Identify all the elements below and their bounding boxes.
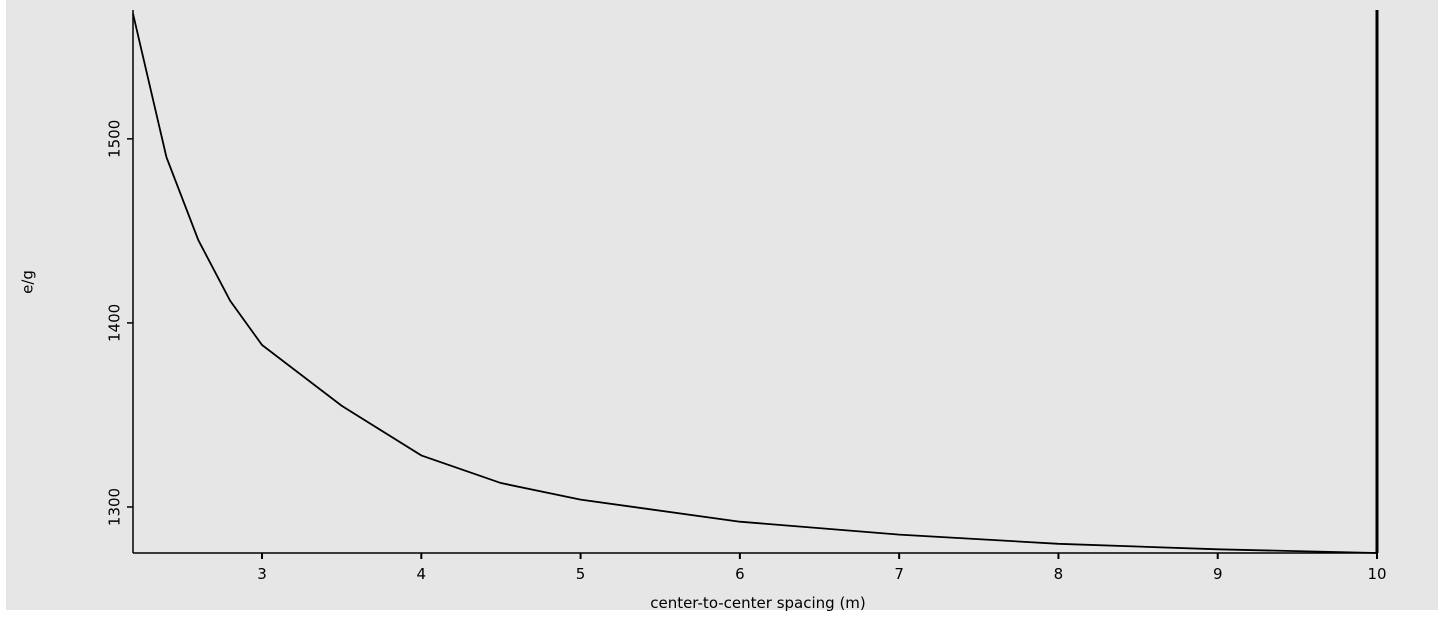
y-axis-label: e/g <box>19 270 37 294</box>
x-tick-label: 10 <box>1367 565 1386 583</box>
x-axis-label: center-to-center spacing (m) <box>650 594 866 612</box>
x-tick-label: 8 <box>1054 565 1064 583</box>
x-tick-label: 3 <box>257 565 267 583</box>
x-tick-label: 9 <box>1213 565 1223 583</box>
x-tick-label: 4 <box>417 565 427 583</box>
x-tick-label: 6 <box>735 565 745 583</box>
y-tick-label: 1400 <box>106 304 124 342</box>
line <box>132 13 1378 554</box>
y-tick-label: 1300 <box>106 488 124 526</box>
x-tick-label: 5 <box>576 565 586 583</box>
y-tick-label: 1500 <box>106 120 124 158</box>
x-tick-label: 7 <box>894 565 904 583</box>
background <box>6 0 1438 610</box>
